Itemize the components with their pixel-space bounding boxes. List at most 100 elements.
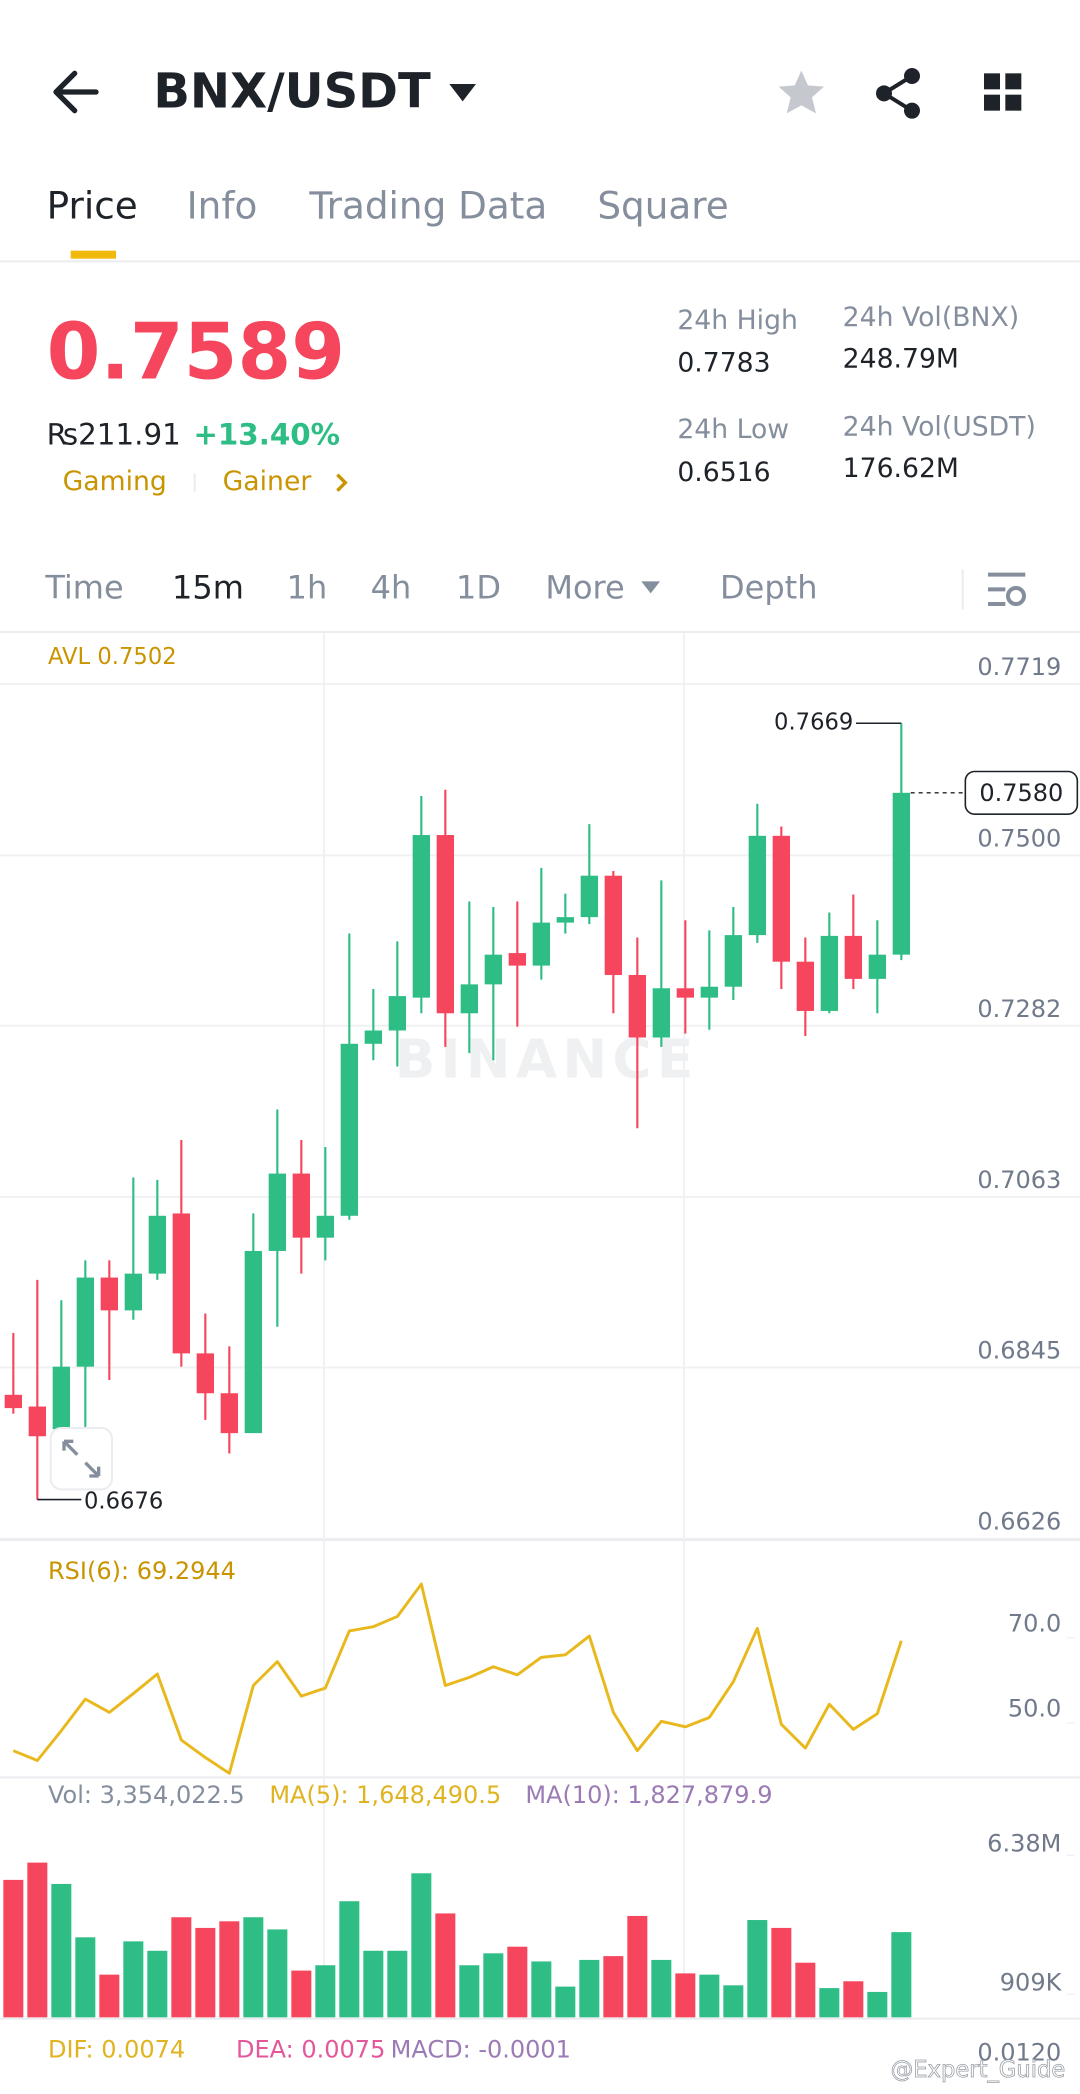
tab-indicator <box>70 250 116 259</box>
candle-body <box>748 835 766 936</box>
volume-bar <box>819 1988 840 2018</box>
volume-bar <box>195 1927 216 2018</box>
candle-body <box>196 1353 214 1394</box>
back-button[interactable] <box>53 70 99 114</box>
y-tick-label: 0.7719 <box>977 653 1061 681</box>
rsi-label: RSI(6): 69.2944 <box>48 1557 236 1585</box>
volume-bar <box>219 1921 240 2018</box>
pair-title[interactable]: BNX/USDT <box>153 64 431 120</box>
candle-body <box>724 935 742 987</box>
volume-bar <box>675 1973 696 2018</box>
candle-body <box>676 988 694 998</box>
price-change: +13.40% <box>193 418 340 452</box>
dif-label: DIF: 0.0074 <box>48 2036 185 2064</box>
tab[interactable]: Info <box>187 184 258 228</box>
candle-body <box>52 1366 70 1430</box>
volume-bar <box>699 1974 720 2018</box>
interval[interactable]: More <box>545 568 624 606</box>
share-button[interactable] <box>876 68 920 119</box>
y-tick-label: 0.6626 <box>977 1508 1061 1536</box>
last-price-label: 0.7580 <box>979 779 1063 807</box>
candle-body <box>28 1406 46 1437</box>
y-tick-label: 0.7063 <box>977 1166 1061 1194</box>
candle-body <box>316 1215 334 1238</box>
candle-body <box>148 1215 166 1274</box>
tag[interactable]: Gaming <box>63 466 167 497</box>
stat-label: 24h Low <box>677 414 789 445</box>
candle-body <box>700 986 718 998</box>
volume-bar <box>387 1950 408 2018</box>
volume-bar <box>339 1901 360 2018</box>
volume-bar <box>795 1962 816 2018</box>
volume-bar <box>483 1953 504 2018</box>
interval[interactable]: Depth <box>720 568 817 606</box>
min-label: 0.6676 <box>84 1489 163 1515</box>
expand-button[interactable] <box>49 1426 113 1491</box>
avl-label: AVL 0.7502 <box>48 644 177 670</box>
candle-body <box>772 835 790 962</box>
more-dropdown[interactable] <box>641 581 660 594</box>
candle-body <box>460 984 478 1014</box>
interval[interactable]: 1h <box>287 568 328 606</box>
tab[interactable]: Square <box>597 184 728 228</box>
candle-body <box>388 996 406 1031</box>
interval[interactable]: Time <box>44 568 123 606</box>
fiat-price: ₨211.91 <box>47 418 181 452</box>
volume-bar <box>579 1959 600 2018</box>
plot: 0.7719 0.7500 0.7282 0.7063 0.6845 0.6626 0.76… <box>0 653 1080 2066</box>
interval[interactable]: 1D <box>456 568 501 606</box>
volume-bar <box>603 1956 624 2018</box>
candle-body <box>820 935 838 1011</box>
candle-body <box>244 1250 262 1434</box>
tab[interactable]: Price <box>47 184 138 228</box>
stat-value: 0.7783 <box>677 348 770 379</box>
last-price: 0.7589 <box>47 307 345 397</box>
y-tick-label: 0.7282 <box>977 995 1061 1023</box>
volume-bar <box>27 1862 48 2018</box>
stat-value: 0.6516 <box>677 457 770 488</box>
interval[interactable]: 4h <box>371 568 412 606</box>
volume-bar <box>147 1950 168 2018</box>
volume-bar <box>363 1950 384 2018</box>
candle-body <box>484 954 502 985</box>
candle-body <box>220 1393 238 1434</box>
volume-bar <box>267 1929 288 2018</box>
candle-body <box>340 1043 358 1216</box>
tab[interactable]: Trading Data <box>308 184 547 228</box>
chart-settings[interactable] <box>988 572 1026 606</box>
y-tick-label: 0.6845 <box>977 1336 1061 1364</box>
ma5-label: MA(5): 1,648,490.5 <box>269 1781 501 1809</box>
last-price-box <box>964 770 1079 815</box>
interval[interactable]: 15m <box>172 568 244 606</box>
y-tick-label: 0.0120 <box>977 2038 1061 2066</box>
volume-bar <box>99 1974 120 2018</box>
candle-body <box>796 961 814 1011</box>
candle-body <box>100 1277 118 1311</box>
candle-body <box>76 1277 94 1367</box>
candle-body <box>436 835 454 1014</box>
favorite-star[interactable] <box>778 70 824 114</box>
pair-dropdown[interactable] <box>449 84 476 102</box>
candle-body <box>172 1213 190 1354</box>
candle-body <box>628 974 646 1038</box>
volume-bar <box>75 1937 96 2018</box>
max-label: 0.7669 <box>774 710 853 736</box>
candle-body <box>532 922 550 966</box>
candle-body <box>604 875 622 975</box>
tag[interactable]: Gainer <box>223 466 312 497</box>
volume-bar <box>891 1932 912 2018</box>
volume-bar <box>243 1917 264 2018</box>
dea-label: DEA: 0.0075 <box>236 2036 385 2064</box>
volume-bar <box>459 1965 480 2018</box>
volume-bar <box>651 1959 672 2018</box>
candle-body <box>124 1273 142 1311</box>
layout-button[interactable] <box>984 73 1022 111</box>
stat-label: 24h High <box>677 305 798 336</box>
volume-bar <box>3 1879 24 2018</box>
volume-bar <box>171 1917 192 2018</box>
stat-label: 24h Vol(USDT) <box>843 412 1036 443</box>
y-tick-label: 909K <box>1000 1969 1063 1997</box>
volume-bar <box>867 1991 888 2018</box>
candle-body <box>412 835 430 998</box>
